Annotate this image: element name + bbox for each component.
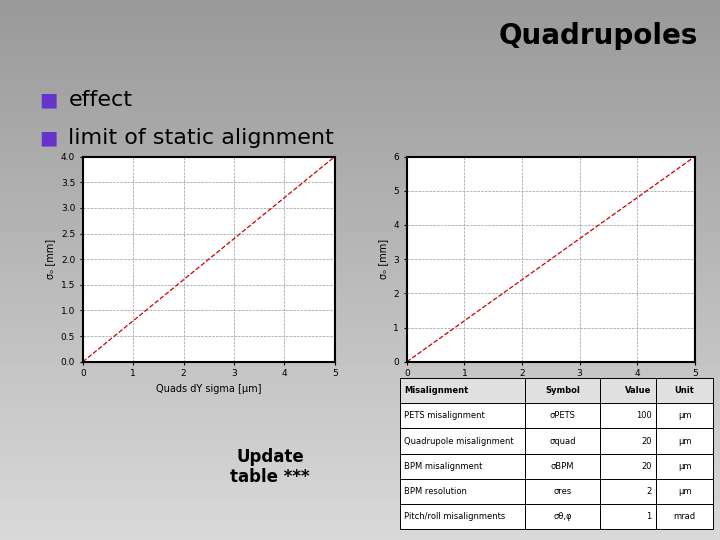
Text: Misalignment: Misalignment [405,386,469,395]
Text: μm: μm [678,436,691,446]
Text: PETS misalignment: PETS misalignment [405,411,485,420]
Bar [600,403,657,428]
Text: σquad: σquad [549,436,576,446]
Bar [600,378,657,403]
Text: Quadrupole misalignment: Quadrupole misalignment [405,436,514,446]
Text: σθ,φ: σθ,φ [553,512,572,521]
Text: ■: ■ [40,128,58,147]
Bar [657,378,713,403]
Bar [525,428,600,454]
Bar [600,428,657,454]
Text: 20: 20 [642,462,652,471]
Text: Quadrupoles: Quadrupoles [499,22,698,50]
Text: 2: 2 [647,487,652,496]
Bar [600,504,657,529]
Text: BPM resolution: BPM resolution [405,487,467,496]
Text: Pitch/roll misalignments: Pitch/roll misalignments [405,512,505,521]
Bar [600,454,657,479]
Bar [657,504,713,529]
Text: μm: μm [678,462,691,471]
Text: σPETS: σPETS [549,411,575,420]
Text: μm: μm [678,487,691,496]
Text: μm: μm [678,411,691,420]
Text: 1: 1 [647,512,652,521]
X-axis label: Quads dYp sigma [mrad]: Quads dYp sigma [mrad] [490,384,611,394]
Bar [657,454,713,479]
Bar [525,504,600,529]
Bar [400,428,525,454]
Text: Update
table ***: Update table *** [230,448,310,487]
Text: σBPM: σBPM [551,462,575,471]
Bar [400,479,525,504]
Text: ■: ■ [40,90,58,110]
Bar [657,479,713,504]
Text: effect: effect [68,90,132,110]
Text: 100: 100 [636,411,652,420]
Bar [600,479,657,504]
Bar [400,378,525,403]
Y-axis label: σₒ [mm]: σₒ [mm] [378,239,388,279]
Text: Symbol: Symbol [545,386,580,395]
Y-axis label: σₒ [mm]: σₒ [mm] [45,239,55,279]
Bar [525,479,600,504]
Text: BPM misalignment: BPM misalignment [405,462,482,471]
Text: 20: 20 [642,436,652,446]
Text: mrad: mrad [673,512,696,521]
Bar [525,454,600,479]
Text: σres: σres [554,487,572,496]
Bar [525,378,600,403]
Bar [400,504,525,529]
Bar [657,403,713,428]
X-axis label: Quads dY sigma [μm]: Quads dY sigma [μm] [156,384,261,394]
Bar [657,428,713,454]
Text: limit of static alignment: limit of static alignment [68,127,334,148]
Text: Unit: Unit [675,386,695,395]
Bar [400,403,525,428]
Bar [400,454,525,479]
Bar [525,403,600,428]
Text: Value: Value [626,386,652,395]
